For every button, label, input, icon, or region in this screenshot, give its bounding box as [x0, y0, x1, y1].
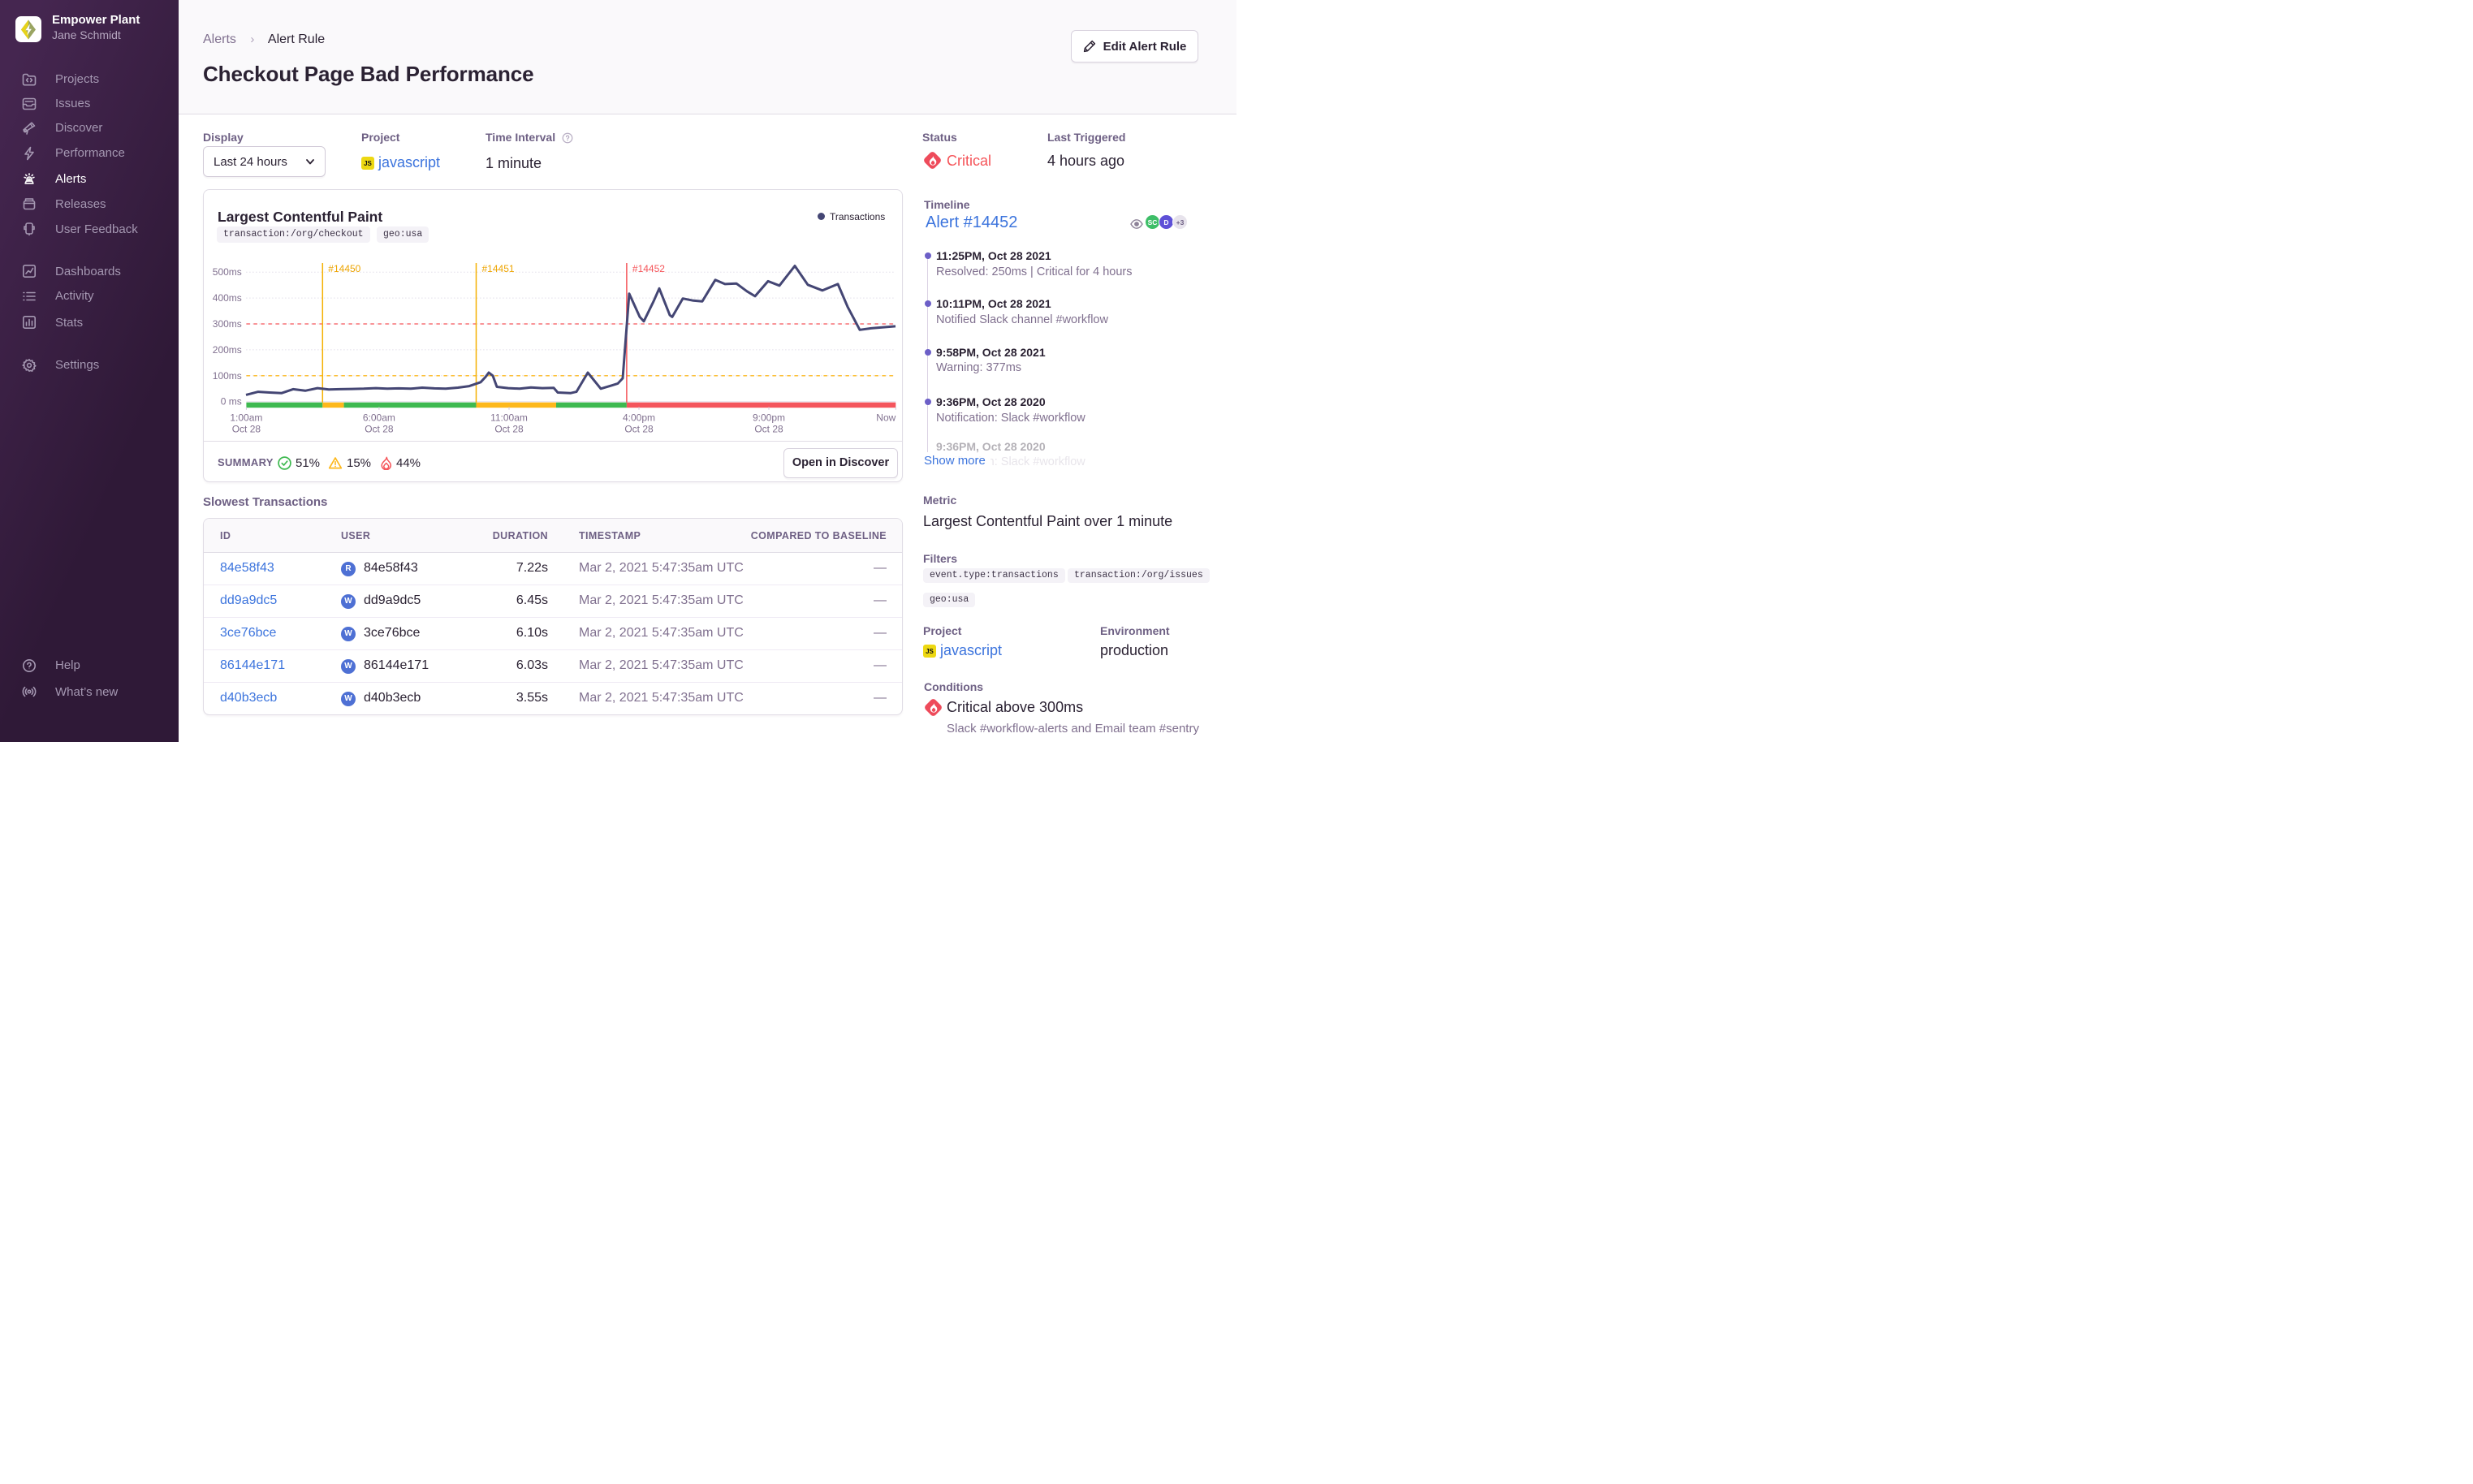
svg-text:Oct 28: Oct 28	[624, 423, 654, 434]
svg-text:Oct 28: Oct 28	[494, 423, 524, 434]
svg-text:4:00pm: 4:00pm	[623, 412, 655, 423]
svg-text:#14451: #14451	[482, 263, 515, 274]
svg-text:500ms: 500ms	[213, 266, 242, 278]
svg-text:300ms: 300ms	[213, 318, 242, 330]
svg-text:Oct 28: Oct 28	[232, 423, 261, 434]
svg-text:9:00pm: 9:00pm	[753, 412, 785, 423]
svg-text:#14452: #14452	[632, 263, 665, 274]
svg-text:Now: Now	[876, 412, 896, 423]
svg-text:Oct 28: Oct 28	[365, 423, 394, 434]
svg-text:#14450: #14450	[328, 263, 360, 274]
svg-text:0 ms: 0 ms	[221, 395, 242, 407]
svg-text:Oct 28: Oct 28	[754, 423, 783, 434]
svg-text:400ms: 400ms	[213, 292, 242, 304]
svg-text:100ms: 100ms	[213, 369, 242, 381]
svg-text:1:00am: 1:00am	[230, 412, 262, 423]
svg-text:200ms: 200ms	[213, 343, 242, 355]
svg-text:11:00am: 11:00am	[490, 412, 528, 423]
svg-text:6:00am: 6:00am	[363, 412, 395, 423]
